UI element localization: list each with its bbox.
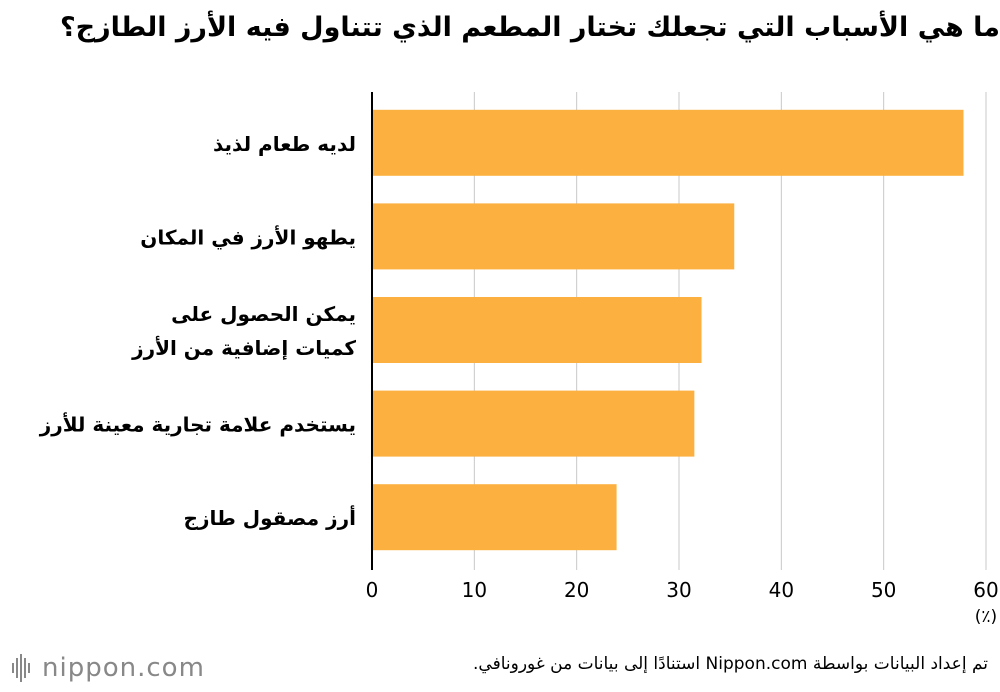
page-title: ما هي الأسباب التي تجعلك تختار المطعم ال…	[59, 12, 1000, 43]
x-tick-label: 10	[462, 578, 487, 602]
category-label: يطهو الأرز في المكان	[140, 224, 356, 250]
nippon-logo: nippon.com	[12, 648, 205, 688]
x-tick-label: 50	[871, 578, 896, 602]
category-label: لديه طعام لذيذ	[213, 132, 356, 156]
x-tick-label: 30	[666, 578, 691, 602]
unit-label: (٪)	[975, 607, 997, 627]
logo-text: nippon.com	[42, 653, 205, 683]
x-tick-label: 0	[366, 578, 379, 602]
bar	[372, 109, 964, 176]
bar	[372, 203, 735, 270]
category-label: يستخدم علامة تجارية معينة للأرز	[39, 412, 356, 437]
category-label: أرز مصقول طازج	[184, 504, 356, 530]
x-tick-label: 60	[973, 578, 998, 602]
bar	[372, 484, 617, 551]
category-label: كميات إضافية من الأرز	[131, 335, 356, 360]
x-tick-label: 40	[769, 578, 794, 602]
bar-chart: لديه طعام لذيذ يطهو الأرز في المكان يمكن ا…	[39, 92, 999, 627]
bar	[372, 297, 702, 363]
source-note: تم إعداد البيانات بواسطة Nippon.com استن…	[473, 654, 988, 674]
x-tick-label: 20	[564, 578, 589, 602]
bars-logo-icon	[12, 654, 30, 682]
category-label: يمكن الحصول على	[171, 302, 356, 326]
bar	[372, 390, 695, 457]
